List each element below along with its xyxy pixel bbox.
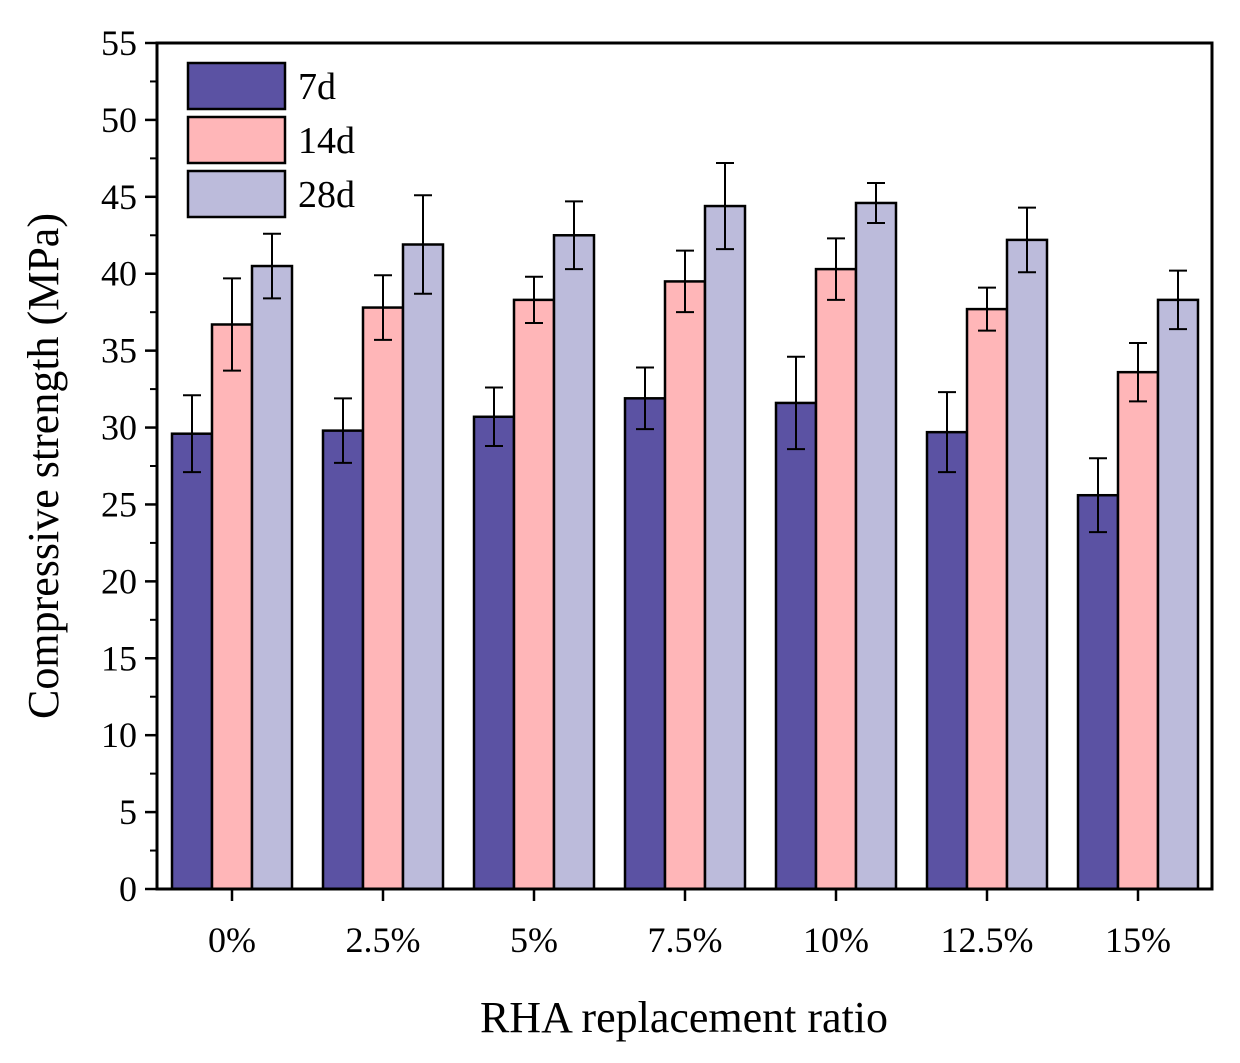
y-tick-label: 50 bbox=[101, 100, 137, 140]
y-tick-label: 45 bbox=[101, 177, 137, 217]
bar-28d-12.5% bbox=[1005, 238, 1049, 891]
error-bar-7d-10% bbox=[787, 355, 805, 451]
bar-14d-0% bbox=[210, 323, 254, 891]
bar-28d-2.5% bbox=[401, 243, 445, 891]
bar-14d-10% bbox=[814, 267, 858, 891]
bar-7d-5% bbox=[472, 415, 516, 891]
y-tick-label: 5 bbox=[119, 792, 137, 832]
bar-14d-2.5% bbox=[361, 306, 405, 891]
error-bar-14d-12.5% bbox=[978, 286, 996, 332]
y-tick-label: 20 bbox=[101, 561, 137, 601]
bar-7d-15% bbox=[1076, 493, 1120, 891]
y-tick-label: 40 bbox=[101, 254, 137, 294]
error-bars-layer bbox=[183, 161, 1187, 534]
bar-14d-12.5% bbox=[965, 307, 1009, 891]
bar-7d-0% bbox=[170, 432, 214, 891]
y-tick-label: 30 bbox=[101, 408, 137, 448]
bar-28d-10% bbox=[854, 201, 898, 891]
y-tick-label: 55 bbox=[101, 23, 137, 63]
legend: 7d 14d 28d bbox=[186, 61, 355, 219]
x-axis: 0% 2.5% 5% 7.5% 10% 12.5% 15% bbox=[208, 889, 1171, 960]
y-axis: 0 5 10 15 20 25 30 35 40 45 50 55 bbox=[101, 23, 157, 909]
y-tick-label: 0 bbox=[119, 869, 137, 909]
error-bar-28d-2.5% bbox=[414, 194, 432, 295]
legend-swatch-14d bbox=[186, 115, 287, 165]
y-tick-label: 10 bbox=[101, 715, 137, 755]
error-bar-7d-0% bbox=[183, 394, 201, 474]
error-bar-28d-10% bbox=[867, 181, 885, 224]
x-tick-label: 12.5% bbox=[941, 920, 1034, 960]
bar-28d-0% bbox=[250, 264, 294, 891]
bar-7d-7.5% bbox=[623, 397, 667, 891]
x-axis-title: RHA replacement ratio bbox=[480, 993, 888, 1042]
x-tick-label: 5% bbox=[510, 920, 558, 960]
error-bar-7d-5% bbox=[485, 386, 503, 448]
error-bar-28d-5% bbox=[565, 200, 583, 271]
bar-7d-12.5% bbox=[925, 430, 969, 891]
x-tick-label: 7.5% bbox=[648, 920, 723, 960]
error-bar-7d-2.5% bbox=[334, 397, 352, 464]
error-bar-28d-7.5% bbox=[716, 161, 734, 251]
y-tick-label: 35 bbox=[101, 331, 137, 371]
error-bar-14d-7.5% bbox=[676, 249, 694, 314]
legend-swatch-7d bbox=[186, 61, 287, 111]
x-tick-label: 10% bbox=[803, 920, 869, 960]
x-tick-label: 2.5% bbox=[346, 920, 421, 960]
bar-7d-10% bbox=[774, 401, 818, 891]
error-bar-14d-15% bbox=[1129, 341, 1147, 403]
bar-28d-7.5% bbox=[703, 204, 747, 891]
error-bar-7d-15% bbox=[1089, 457, 1107, 534]
error-bar-14d-0% bbox=[223, 277, 241, 372]
x-tick-label: 0% bbox=[208, 920, 256, 960]
error-bar-7d-7.5% bbox=[636, 366, 654, 431]
bar-14d-15% bbox=[1116, 370, 1160, 891]
legend-label-14d: 14d bbox=[298, 120, 355, 162]
y-tick-label: 15 bbox=[101, 638, 137, 678]
error-bar-28d-12.5% bbox=[1018, 206, 1036, 274]
bar-7d-2.5% bbox=[321, 429, 365, 891]
error-bar-28d-0% bbox=[263, 232, 281, 300]
y-tick-label: 25 bbox=[101, 484, 137, 524]
error-bar-7d-12.5% bbox=[938, 391, 956, 474]
legend-label-7d: 7d bbox=[298, 66, 336, 108]
error-bar-14d-2.5% bbox=[374, 274, 392, 341]
bar-14d-5% bbox=[512, 298, 556, 891]
bar-14d-7.5% bbox=[663, 280, 707, 891]
legend-label-28d: 28d bbox=[298, 174, 355, 216]
x-tick-label: 15% bbox=[1105, 920, 1171, 960]
bar-28d-5% bbox=[552, 234, 596, 891]
y-axis-title: Compressive strength (MPa) bbox=[19, 213, 68, 719]
bar-28d-15% bbox=[1156, 298, 1200, 891]
legend-swatch-28d bbox=[186, 169, 287, 219]
error-bar-14d-10% bbox=[827, 237, 845, 301]
error-bar-14d-5% bbox=[525, 275, 543, 324]
error-bar-28d-15% bbox=[1169, 269, 1187, 331]
